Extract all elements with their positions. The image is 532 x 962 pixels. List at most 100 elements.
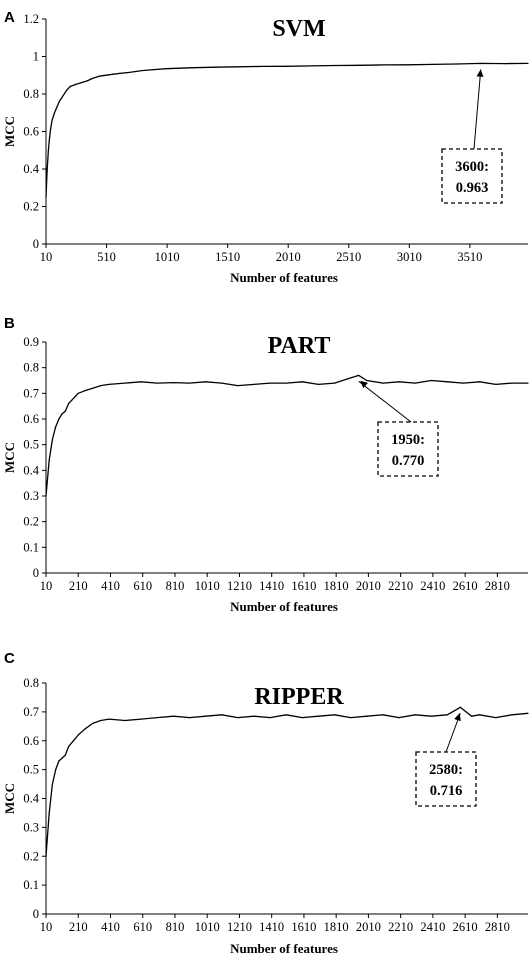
data-point: [527, 62, 529, 65]
x-tick-label: 2010: [356, 920, 381, 934]
annotation-box: [441, 148, 503, 204]
data-point: [262, 65, 264, 68]
data-point: [48, 812, 50, 814]
x-tick-label: 510: [97, 250, 116, 264]
annotation-box: [377, 421, 439, 477]
annotation-arrow-head: [476, 69, 484, 77]
data-point: [527, 712, 529, 714]
data-point: [67, 745, 70, 748]
data-point: [237, 385, 239, 387]
data-point: [45, 855, 47, 857]
x-tick-label: 10: [40, 920, 53, 934]
data-point: [430, 379, 432, 382]
data-point: [237, 717, 239, 719]
x-tick-label: 2210: [388, 920, 413, 934]
annotation-line1: 1950:: [391, 432, 425, 448]
x-tick-label: 2010: [356, 579, 381, 593]
data-point: [84, 728, 86, 730]
data-point: [480, 62, 482, 65]
annotation-arrow-head: [454, 713, 461, 722]
y-axis-label: MCC: [2, 783, 17, 814]
panel-letter: B: [4, 315, 15, 332]
x-tick-label: 1010: [195, 579, 220, 593]
data-point: [479, 381, 481, 383]
data-point: [51, 119, 53, 121]
x-tick-label: 1410: [259, 579, 284, 593]
data-point: [124, 719, 126, 722]
y-tick-label: 0.1: [23, 540, 39, 554]
data-point: [141, 69, 143, 72]
y-tick-label: 0.4: [23, 792, 39, 806]
data-point: [310, 65, 312, 67]
y-tick-label: 0: [33, 907, 39, 921]
data-point: [285, 714, 287, 716]
data-point: [100, 385, 102, 387]
y-tick-label: 0: [33, 566, 39, 580]
data-point: [50, 127, 52, 129]
data-point: [301, 717, 303, 719]
data-point: [253, 383, 255, 385]
data-point: [49, 136, 51, 138]
x-tick-label: 1810: [324, 579, 349, 593]
data-point: [269, 382, 271, 384]
y-tick-label: 0.8: [23, 87, 39, 101]
data-point: [72, 740, 75, 742]
chart-title: PART: [268, 333, 331, 359]
data-point: [213, 66, 215, 68]
chart-title: RIPPER: [254, 684, 344, 710]
data-point: [172, 715, 174, 717]
y-tick-label: 1: [33, 50, 39, 64]
data-point: [504, 63, 506, 65]
data-point: [140, 381, 142, 383]
x-tick-label: 210: [69, 579, 88, 593]
data-point: [58, 760, 60, 762]
data-point: [204, 381, 207, 383]
x-tick-label: 410: [101, 920, 120, 934]
x-tick-label: 10: [40, 250, 53, 264]
panel-letter: C: [4, 650, 15, 667]
data-point: [366, 379, 368, 382]
data-point: [286, 65, 288, 67]
data-point: [64, 410, 66, 412]
data-point: [188, 717, 191, 719]
data-point: [92, 77, 94, 79]
annotation-line2: 0.963: [456, 180, 489, 196]
data-point: [495, 717, 497, 719]
data-point: [359, 64, 361, 66]
data-point: [48, 459, 50, 461]
annotation-arrow-line: [473, 69, 482, 150]
x-tick-label: 3010: [397, 250, 422, 264]
y-axis-label: MCC: [2, 116, 17, 147]
data-point: [398, 381, 400, 383]
annotation-line2: 0.716: [430, 783, 463, 799]
y-tick-label: 0.2: [23, 200, 39, 214]
data-point: [511, 382, 513, 384]
x-tick-label: 2410: [420, 920, 445, 934]
data-point: [172, 381, 174, 384]
x-tick-label: 810: [166, 920, 185, 934]
y-tick-label: 0.4: [23, 463, 39, 477]
x-tick-label: 210: [69, 920, 88, 934]
y-tick-label: 0.3: [23, 820, 39, 834]
y-tick-label: 0.5: [23, 438, 39, 452]
data-point: [204, 715, 207, 717]
data-point: [459, 706, 461, 708]
data-point: [237, 66, 240, 68]
data-point: [221, 382, 223, 384]
y-axis-label: MCC: [2, 442, 17, 473]
y-tick-label: 0.5: [23, 763, 39, 777]
x-tick-label: 2810: [485, 920, 510, 934]
panel-letter: A: [4, 9, 15, 26]
data-point: [51, 438, 54, 441]
data-point: [77, 734, 79, 736]
data-point: [156, 382, 158, 384]
y-tick-label: 0.8: [23, 361, 39, 375]
data-point: [511, 714, 513, 716]
data-point: [462, 382, 465, 384]
annotation-line2: 0.770: [392, 453, 425, 469]
data-point: [269, 717, 271, 719]
annotation-arrow-line: [358, 380, 412, 423]
data-point: [317, 715, 320, 717]
